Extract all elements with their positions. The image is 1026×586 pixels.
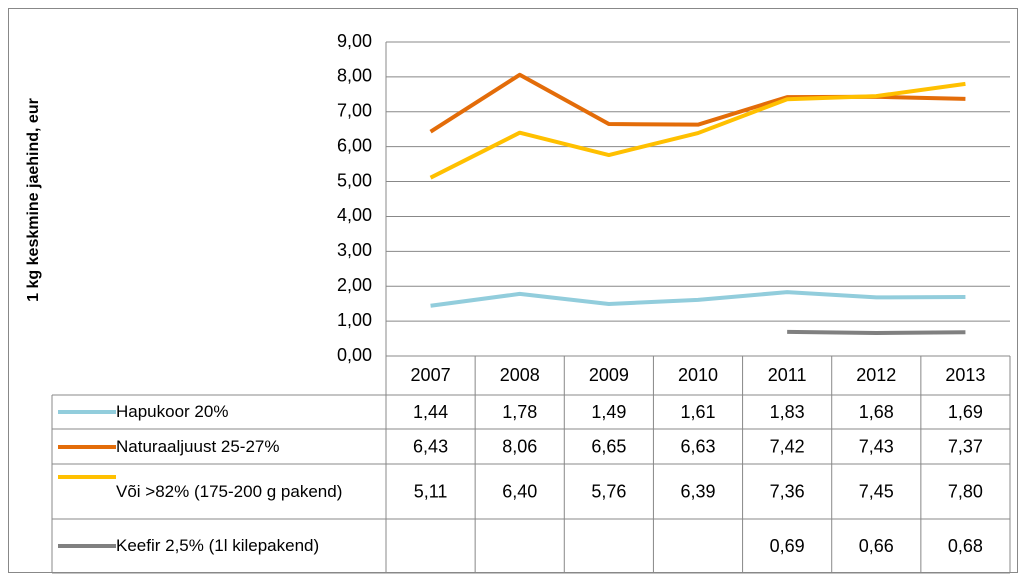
legend-swatch bbox=[58, 444, 116, 449]
table-value: 5,11 bbox=[414, 481, 448, 501]
y-tick-label: 8,00 bbox=[337, 66, 372, 86]
table-value: 1,69 bbox=[948, 402, 983, 422]
legend-label: Hapukoor 20% bbox=[116, 402, 229, 421]
table-value: 7,43 bbox=[859, 436, 894, 456]
y-tick-label: 7,00 bbox=[337, 101, 372, 121]
legend-cell: Või >82% (175-200 g pakend) bbox=[52, 464, 386, 519]
legend-swatch bbox=[58, 544, 116, 548]
legend-entry: Naturaaljuust 25-27% bbox=[52, 429, 386, 464]
series-line bbox=[430, 290, 966, 308]
table-value: 1,68 bbox=[859, 402, 894, 422]
table-value: 7,80 bbox=[948, 481, 983, 501]
table-value: 6,40 bbox=[502, 481, 537, 501]
legend-label: Naturaaljuust 25-27% bbox=[116, 436, 280, 456]
y-tick-label: 3,00 bbox=[337, 240, 372, 260]
table-value: 5,76 bbox=[591, 481, 626, 501]
y-tick-label: 9,00 bbox=[337, 31, 372, 51]
x-tick-label: 2011 bbox=[768, 365, 807, 385]
y-tick-label: 5,00 bbox=[337, 170, 372, 190]
table-value: 1,83 bbox=[770, 402, 805, 422]
x-tick-label: 2013 bbox=[945, 365, 985, 385]
series-line bbox=[429, 81, 966, 180]
x-tick-label: 2012 bbox=[856, 365, 896, 385]
legend-label: Keefir 2,5% (1l kilepakend) bbox=[116, 536, 320, 555]
legend-cell: Keefir 2,5% (1l kilepakend) bbox=[52, 519, 386, 573]
y-tick-label: 1,00 bbox=[337, 310, 372, 330]
y-axis-label: 1 kg keskmine jaehind, eur bbox=[25, 98, 42, 302]
y-tick-label: 0,00 bbox=[337, 345, 372, 365]
x-tick-label: 2009 bbox=[589, 365, 629, 385]
table-value: 7,45 bbox=[859, 481, 894, 501]
table-value: 0,66 bbox=[859, 536, 894, 556]
table-value: 8,06 bbox=[502, 436, 537, 456]
y-tick-label: 6,00 bbox=[337, 135, 372, 155]
legend-entry: Või >82% (175-200 g pakend) bbox=[52, 464, 386, 519]
legend-label: Või >82% (175-200 g pakend) bbox=[116, 481, 343, 501]
y-tick-label: 2,00 bbox=[337, 275, 372, 295]
legend-entry: Keefir 2,5% (1l kilepakend) bbox=[52, 519, 386, 573]
x-tick-label: 2010 bbox=[678, 365, 718, 385]
legend-cell: Hapukoor 20% bbox=[52, 395, 386, 429]
table-value: 7,37 bbox=[948, 436, 983, 456]
table-value: 7,42 bbox=[770, 436, 805, 456]
table-value: 0,68 bbox=[948, 536, 983, 556]
x-tick-label: 2008 bbox=[500, 365, 540, 385]
x-tick-label: 2007 bbox=[411, 365, 451, 385]
legend-swatch bbox=[58, 475, 116, 479]
legend-swatch bbox=[58, 410, 116, 414]
legend-cell: Naturaaljuust 25-27% bbox=[52, 429, 386, 464]
table-value: 7,36 bbox=[770, 481, 805, 501]
table-value: 1,44 bbox=[413, 402, 448, 422]
series-line bbox=[787, 329, 966, 335]
y-tick-label: 4,00 bbox=[337, 205, 372, 225]
table-value: 6,39 bbox=[680, 481, 715, 501]
table-value: 6,63 bbox=[680, 436, 715, 456]
table-value: 1,49 bbox=[591, 402, 626, 422]
legend-entry: Hapukoor 20% bbox=[52, 395, 386, 429]
table-value: 1,61 bbox=[680, 402, 715, 422]
table-value: 6,65 bbox=[591, 436, 626, 456]
table-value: 0,69 bbox=[770, 536, 805, 556]
table-value: 1,78 bbox=[502, 402, 537, 422]
chart-frame bbox=[8, 8, 1018, 573]
table-value: 6,43 bbox=[413, 436, 448, 456]
